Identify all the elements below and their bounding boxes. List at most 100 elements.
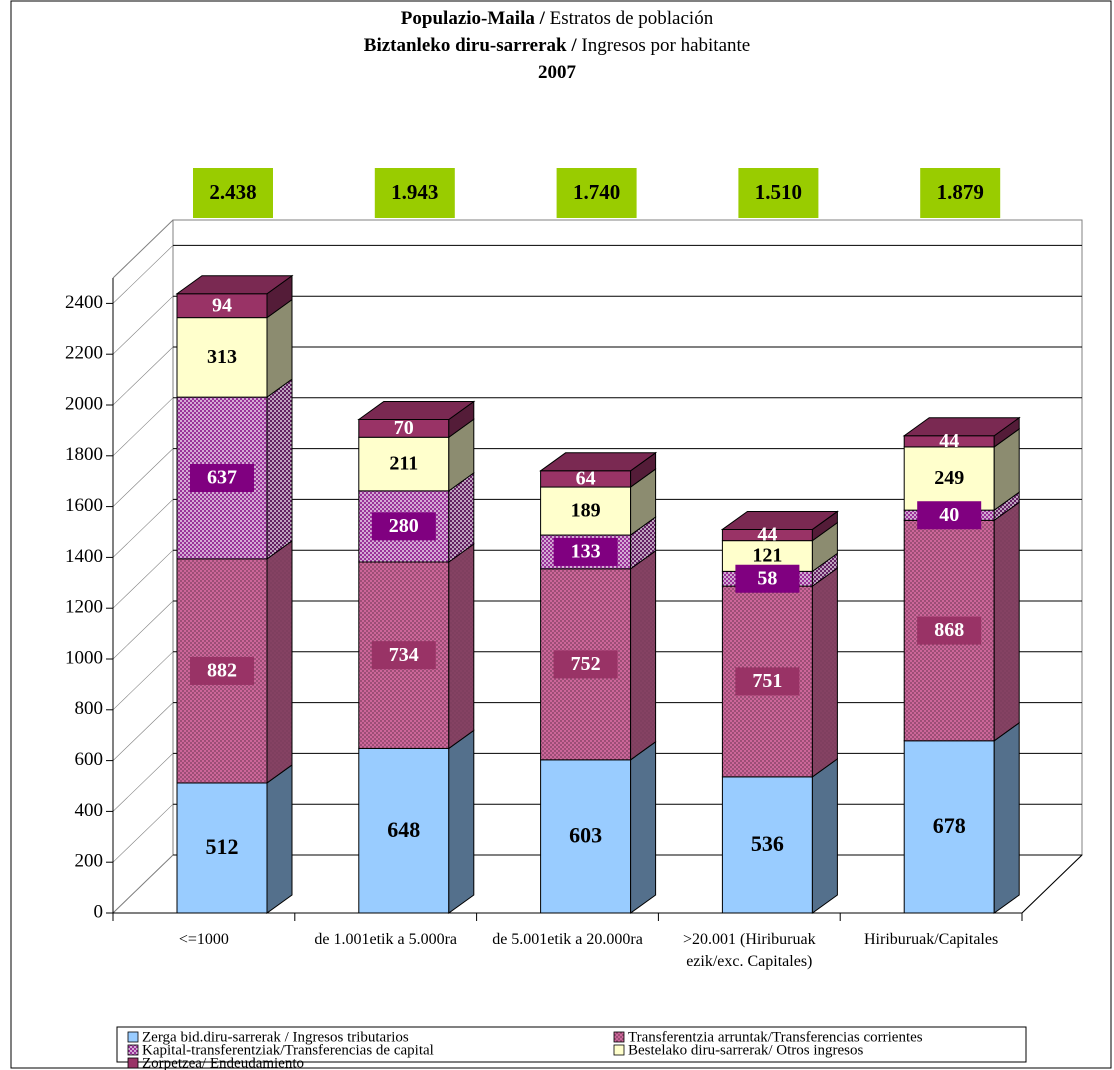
- legend-label: Kapital-transferentziak/Transferencias d…: [142, 1042, 434, 1058]
- legend-swatch: [127, 1044, 139, 1056]
- y-tick-label: 800: [75, 698, 104, 719]
- title-bold: Populazio-Maila /: [400, 8, 545, 29]
- x-tick-label: >20.001 (Hiriburuak ezik/exc. Capitales): [683, 931, 816, 970]
- bar-side: [266, 763, 293, 914]
- data-label-box: [917, 501, 982, 530]
- data-label-box: [371, 641, 436, 670]
- data-label-box: [553, 650, 618, 679]
- bar-top: [902, 417, 1021, 437]
- data-label-box: [735, 667, 800, 696]
- data-label: 211: [389, 453, 418, 475]
- title-normal: Ingresos por habitante: [581, 35, 751, 56]
- data-label: 603: [569, 822, 602, 847]
- grid-diag: [112, 702, 174, 761]
- bar-side: [448, 729, 475, 914]
- x-tick-label: de 5.001etik a 20.000ra: [492, 931, 643, 948]
- grid-diag: [112, 397, 174, 457]
- bar-top: [175, 275, 294, 295]
- y-tick-label: 2400: [65, 292, 103, 313]
- data-label: 280: [389, 515, 419, 537]
- grid-diag: [112, 651, 174, 711]
- bar-side: [630, 549, 657, 761]
- data-label-box: [553, 537, 618, 566]
- legend-swatch: [613, 1044, 625, 1056]
- legend-label: Zorpetzea/ Endeudamiento: [142, 1055, 304, 1070]
- legend-box: [116, 1026, 1027, 1063]
- data-label: 536: [751, 831, 784, 856]
- title-bold: 2007: [538, 62, 576, 83]
- y-tick-label: 0: [94, 901, 104, 922]
- y-tick-label: 400: [75, 800, 104, 821]
- data-label-box: [190, 656, 254, 685]
- x-tick-label: de 1.001etik a 5.000ra: [314, 931, 457, 948]
- bar-side: [630, 740, 657, 914]
- bar-side: [811, 757, 838, 914]
- bar-side: [993, 721, 1020, 914]
- total-label: 1.740: [573, 180, 620, 204]
- x-tick-label: <=1000: [178, 931, 229, 948]
- data-label: 734: [389, 644, 419, 666]
- data-label: 44: [939, 430, 959, 452]
- total-label: 2.438: [209, 180, 256, 204]
- legend-swatch: [127, 1057, 139, 1069]
- y-tick-label: 1400: [65, 546, 103, 567]
- bar-segment: [540, 486, 632, 536]
- total-box: [920, 168, 1001, 218]
- y-tick-label: 600: [75, 749, 104, 770]
- y-tick-label: 1600: [65, 495, 103, 516]
- data-label-box: [917, 616, 982, 645]
- total-box: [738, 168, 819, 218]
- data-label: 189: [571, 500, 601, 522]
- data-label: 752: [571, 653, 601, 675]
- data-label: 648: [387, 817, 420, 842]
- y-tick-label: 1800: [65, 444, 103, 465]
- side-wall-edge: [112, 219, 174, 279]
- total-label: 1.879: [937, 180, 984, 204]
- bar-side: [993, 501, 1020, 742]
- bar-top: [720, 510, 839, 530]
- grid-diag: [112, 549, 174, 609]
- total-box: [556, 168, 637, 218]
- data-label-box: [371, 512, 436, 541]
- floor-edge: [1021, 854, 1083, 914]
- bar-segment: [176, 782, 268, 914]
- data-label: 44: [757, 524, 777, 546]
- grid-diag: [112, 499, 174, 558]
- y-tick-label: 2000: [65, 393, 103, 414]
- data-label: 94: [212, 294, 232, 316]
- data-label: 678: [933, 813, 966, 838]
- bar-segment: [721, 776, 813, 914]
- bar-side: [266, 378, 293, 560]
- grid-diag: [112, 803, 174, 863]
- x-tick-label: Hiriburuak/Capitales: [864, 931, 999, 948]
- grid-diag: [112, 753, 174, 812]
- bar-side: [266, 539, 293, 784]
- data-label-box: [735, 564, 800, 593]
- data-label: 70: [394, 417, 414, 439]
- grid-diag: [112, 854, 174, 914]
- data-label: 313: [207, 346, 237, 368]
- bar-segment: [540, 759, 632, 914]
- total-label: 1.943: [391, 180, 438, 204]
- grid-diag: [112, 448, 174, 507]
- data-label: 133: [571, 541, 601, 563]
- data-label: 249: [934, 467, 964, 489]
- data-label-box: [190, 464, 254, 493]
- legend-label: Zerga bid.diru-sarrerak / Ingresos tribu…: [142, 1029, 409, 1045]
- title-bold: Biztanleko diru-sarrerak /: [363, 35, 577, 56]
- y-tick-label: 1200: [65, 597, 103, 618]
- y-tick-label: 2200: [65, 343, 103, 364]
- bar-segment: [903, 446, 995, 511]
- data-label: 121: [752, 545, 782, 567]
- grid-diag: [112, 295, 174, 355]
- data-label: 512: [206, 834, 239, 859]
- data-label: 64: [576, 468, 596, 490]
- legend-swatch: [613, 1031, 625, 1043]
- data-label: 58: [757, 567, 777, 589]
- legend-label: Transferentzia arruntak/Transferencias c…: [628, 1029, 923, 1045]
- bar-top: [539, 452, 658, 472]
- total-label: 1.510: [755, 180, 802, 204]
- grid-diag: [112, 245, 174, 304]
